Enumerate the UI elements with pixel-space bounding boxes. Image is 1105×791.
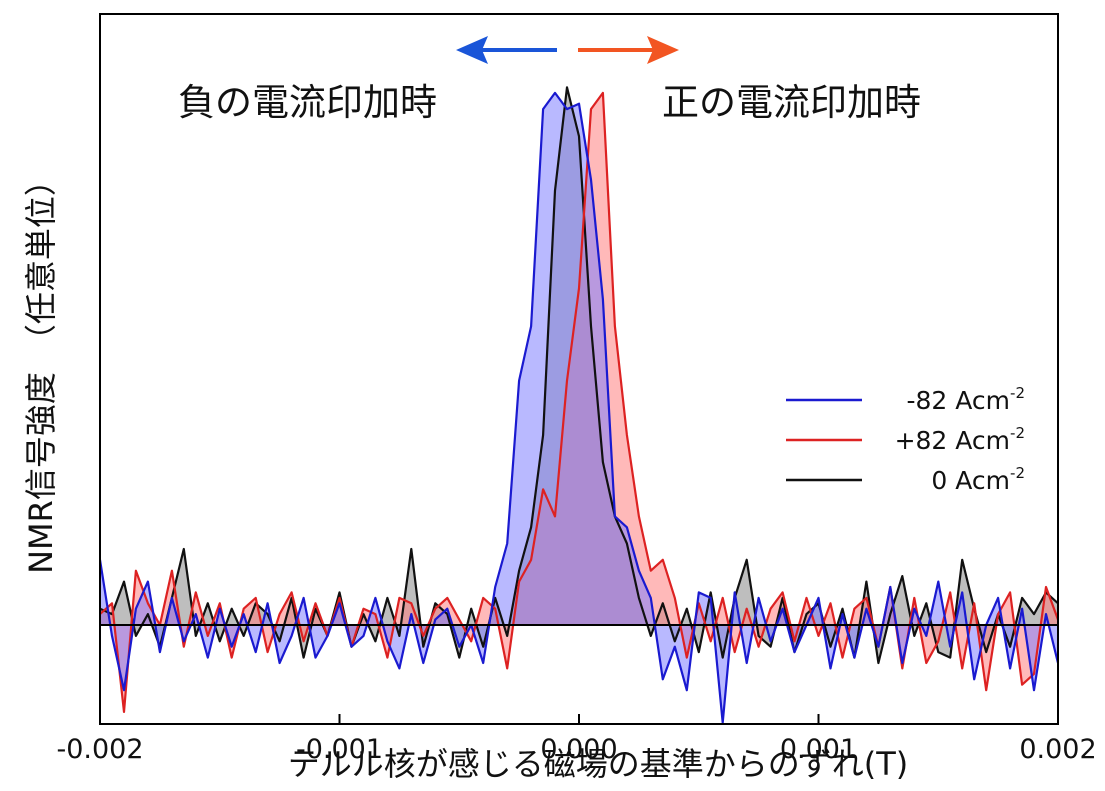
legend: -82 Acm-2 +82 Acm-2 0 Acm-2 (786, 384, 1025, 495)
x-axis-ticks: -0.002 -0.001 0.000 0.001 0.002 (56, 714, 1097, 765)
positive-current-label: 正の電流印加時 (662, 81, 921, 124)
x-axis-label: テルル核が感じる磁場の基準からのずれ(T) (288, 745, 909, 783)
line-negative (100, 91, 1058, 724)
annotations: 負の電流印加時 正の電流印加時 (178, 36, 921, 124)
y-axis-label: NMR信号強度 （任意単位） (22, 164, 60, 574)
x-tick-label: 0.000 (540, 734, 617, 765)
positive-arrow-head (647, 36, 679, 64)
x-tick-label: -0.001 (296, 734, 383, 765)
x-tick-label: 0.001 (780, 734, 857, 765)
area-negative (100, 92, 1058, 723)
series-fills (100, 87, 1058, 723)
negative-arrow-head (456, 36, 488, 64)
legend-label-positive: +82 Acm-2 (895, 424, 1025, 455)
legend-label-negative: -82 Acm-2 (906, 384, 1025, 415)
x-tick-label: 0.002 (1019, 734, 1096, 765)
negative-current-label: 負の電流印加時 (178, 81, 437, 124)
series-lines (100, 86, 1058, 724)
legend-label-zero: 0 Acm-2 (931, 464, 1025, 495)
x-tick-label: -0.002 (56, 734, 143, 765)
line-zero (100, 86, 1058, 665)
